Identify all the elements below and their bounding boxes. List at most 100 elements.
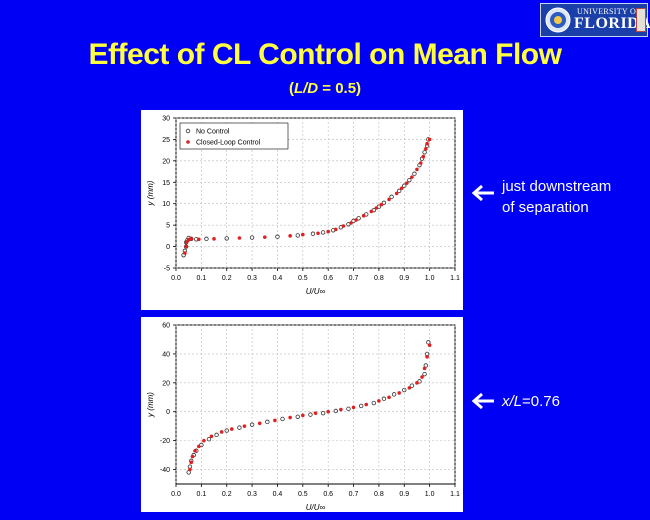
data-point-closed-loop (262, 235, 267, 239)
data-point-closed-loop (197, 237, 201, 242)
data-point-closed-loop (184, 240, 189, 245)
x-tick-label: 0.5 (298, 275, 308, 282)
university-logo: UNIVERSITY OF FLORIDA (540, 3, 650, 37)
logo-line2: FLORIDA (574, 15, 650, 32)
x-tick-label: 1.0 (425, 275, 435, 282)
data-point-closed-loop (405, 181, 409, 185)
x-tick-label: 0.6 (323, 491, 333, 498)
subtitle-value: = 0.5) (318, 80, 362, 97)
data-point-no-control (391, 392, 397, 397)
data-point-closed-loop (418, 161, 423, 165)
data-point-no-control (206, 436, 212, 442)
data-point-closed-loop (333, 227, 338, 232)
data-point-no-control (265, 419, 270, 425)
y-axis-label: y (mm) (146, 392, 155, 418)
legend-label: Closed-Loop Control (196, 140, 261, 147)
subtitle-variable: L/D (293, 80, 319, 97)
x-tick-label: 0.4 (273, 491, 283, 498)
data-point-closed-loop (364, 402, 369, 407)
x-axis-label: U/U∞ (306, 503, 326, 512)
data-point-no-control (310, 231, 316, 236)
chart-panel-top: 0.0 0.1 0.2 0.3 0.4 0.5 0.6 0.7 0.8 0.9 1.0 1.1 -5 0 5… (141, 110, 463, 310)
data-point-closed-loop (407, 386, 412, 390)
data-point-closed-loop (421, 154, 426, 159)
x-tick-label: 1.0 (425, 491, 435, 498)
data-point-no-control (249, 422, 255, 427)
data-point-closed-loop (202, 438, 206, 443)
page-subtitle: (L/D = 0.5) (0, 80, 650, 97)
data-point-closed-loop (349, 221, 353, 225)
data-point-closed-loop (326, 229, 330, 234)
data-point-closed-loop (316, 231, 320, 236)
data-point-no-control (237, 425, 242, 430)
y-tick-label: 20 (162, 380, 170, 387)
x-axis-label: U/U∞ (306, 287, 326, 296)
data-point-closed-loop (189, 237, 194, 241)
annotation-bottom: x/L=0.76 (502, 391, 560, 412)
x-tick-label: 0.7 (349, 491, 359, 498)
page-title: Effect of CL Control on Mean Flow (88, 38, 562, 71)
x-tick-label: 0.0 (171, 275, 181, 282)
annotation-bottom-variable: x/L (502, 393, 523, 410)
data-point-no-control (358, 403, 364, 409)
y-tick-label: -5 (164, 266, 170, 273)
data-point-no-control (224, 236, 229, 241)
x-tick-label: 0.8 (374, 491, 384, 498)
data-point-no-control (333, 408, 338, 414)
data-point-closed-loop (189, 460, 194, 465)
data-point-no-control (214, 432, 219, 438)
data-point-closed-loop (427, 343, 432, 348)
data-point-closed-loop (361, 213, 366, 218)
x-tick-label: 1.1 (450, 491, 460, 498)
data-point-closed-loop (387, 395, 391, 400)
y-tick-label: 5 (166, 223, 170, 230)
data-point-no-control (356, 216, 361, 221)
data-point-closed-loop (387, 197, 391, 202)
x-tick-label: 0.1 (196, 491, 206, 498)
x-tick-label: 0.4 (273, 275, 283, 282)
data-point-no-control (402, 183, 407, 188)
data-point-closed-loop (415, 381, 419, 385)
data-point-closed-loop (425, 141, 429, 146)
data-point-no-control (320, 410, 326, 416)
data-point-closed-loop (183, 251, 187, 255)
data-point-closed-loop (301, 413, 305, 418)
legend-marker (186, 140, 190, 144)
data-point-closed-loop (288, 415, 292, 420)
data-point-closed-loop (230, 427, 234, 431)
x-tick-label: 0.2 (222, 275, 232, 282)
y-tick-label: -20 (160, 438, 170, 445)
data-point-no-control (308, 412, 313, 417)
data-point-no-control (397, 188, 402, 194)
flag-icon (636, 8, 646, 32)
data-point-no-control (295, 414, 300, 419)
data-point-closed-loop (288, 234, 292, 238)
university-seal-icon (545, 7, 571, 33)
data-point-closed-loop (257, 421, 262, 426)
x-tick-label: 0.6 (323, 275, 333, 282)
y-tick-label: 25 (162, 137, 170, 144)
legend-label: No Control (196, 129, 230, 136)
data-point-no-control (407, 177, 412, 183)
data-point-closed-loop (422, 366, 427, 371)
data-point-no-control (280, 416, 285, 422)
x-tick-label: 0.1 (196, 275, 206, 282)
data-point-closed-loop (351, 405, 356, 410)
y-tick-label: 0 (166, 409, 170, 416)
y-tick-label: 60 (162, 323, 170, 330)
data-point-closed-loop (354, 218, 358, 222)
data-point-no-control (224, 428, 229, 433)
y-tick-label: 10 (162, 201, 170, 208)
data-point-closed-loop (420, 375, 424, 379)
data-point-no-control (389, 194, 394, 200)
data-point-closed-loop (427, 137, 432, 142)
x-tick-label: 1.1 (450, 275, 460, 282)
annotation-top-line2: of separation (502, 199, 589, 216)
data-point-closed-loop (190, 454, 195, 459)
data-point-closed-loop (425, 355, 429, 359)
x-tick-label: 0.7 (349, 275, 359, 282)
legend-box (179, 122, 289, 150)
data-point-no-control (275, 234, 280, 239)
data-point-closed-loop (377, 399, 381, 403)
y-tick-label: 30 (162, 116, 170, 123)
